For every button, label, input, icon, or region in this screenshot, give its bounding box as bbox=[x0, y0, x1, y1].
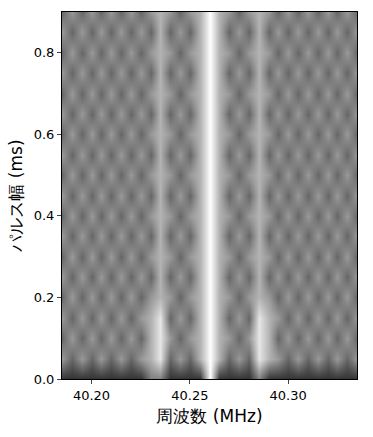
svg-text:40.30: 40.30 bbox=[270, 388, 307, 403]
svg-text:0.6: 0.6 bbox=[34, 127, 55, 142]
svg-text:0.2: 0.2 bbox=[34, 290, 55, 305]
svg-text:40.25: 40.25 bbox=[171, 388, 208, 403]
svg-text:0.4: 0.4 bbox=[34, 208, 55, 223]
svg-text:パルス幅 (ms): パルス幅 (ms) bbox=[6, 139, 26, 252]
svg-text:0.0: 0.0 bbox=[34, 372, 55, 387]
svg-text:周波数 (MHz): 周波数 (MHz) bbox=[156, 406, 262, 426]
svg-text:0.8: 0.8 bbox=[34, 45, 55, 60]
svg-text:40.20: 40.20 bbox=[73, 388, 110, 403]
